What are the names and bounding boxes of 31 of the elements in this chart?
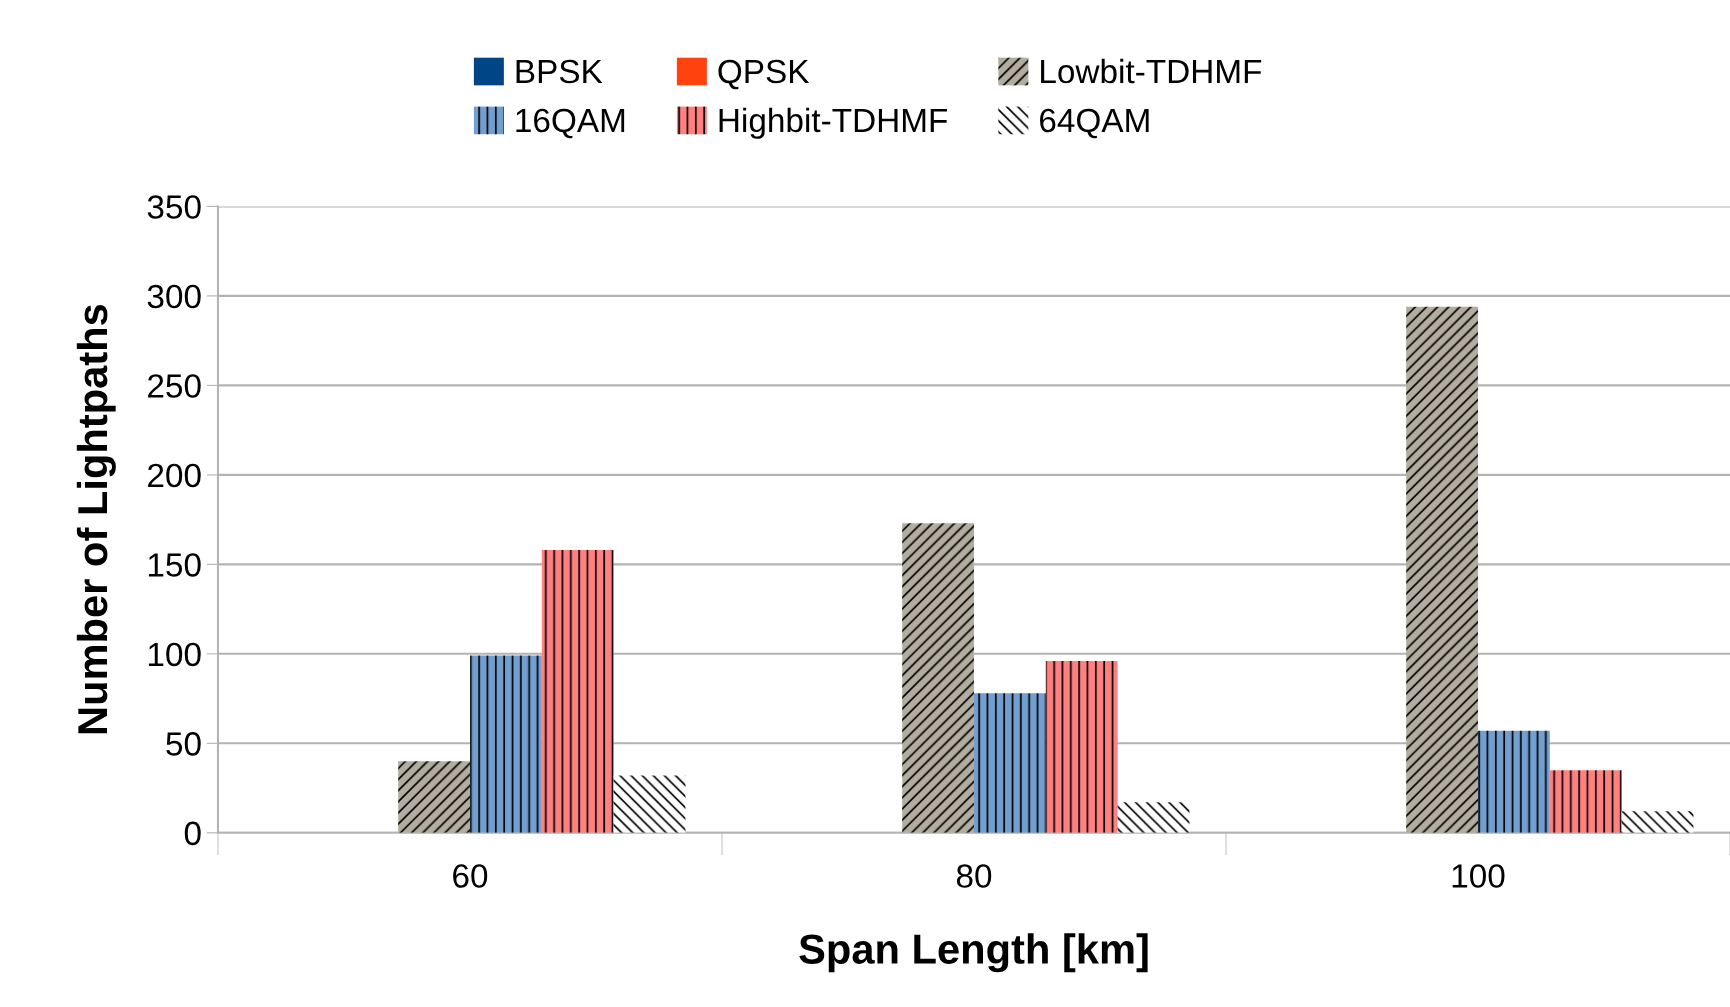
y-tick-label: 200 <box>148 463 201 488</box>
bar <box>469 655 542 833</box>
bar <box>1045 660 1118 833</box>
y-tick-label: 300 <box>147 284 201 309</box>
legend-label: BPSK <box>516 59 603 84</box>
legend-label: Lowbit-TDHMF <box>1041 58 1262 84</box>
y-tick-label: 150 <box>148 553 201 577</box>
legend-label: Highbit-TDHMF <box>719 107 948 139</box>
x-tick-label: 80 <box>956 864 992 888</box>
y-tick-label: 100 <box>148 642 201 667</box>
y-tick-label: 250 <box>148 374 201 398</box>
bar <box>1478 730 1550 833</box>
legend-label: QPSK <box>718 59 810 90</box>
bar <box>973 693 1046 833</box>
x-tick-label: 60 <box>453 864 488 888</box>
y-tick-label: 50 <box>166 732 201 756</box>
bar <box>902 523 974 833</box>
bar <box>1549 770 1622 833</box>
bar <box>1621 811 1694 833</box>
y-tick-label: 0 <box>184 821 201 846</box>
bar <box>398 761 470 833</box>
x-tick-label: 100 <box>1452 864 1505 888</box>
bar <box>1406 306 1478 833</box>
bar <box>613 775 686 833</box>
x-axis-title: Span Length [km] <box>799 933 1148 973</box>
y-tick-label: 350 <box>147 195 201 219</box>
legend-label: 16QAM <box>516 108 625 139</box>
bar <box>1117 802 1190 833</box>
bar <box>541 550 614 833</box>
y-axis-title: Number of Lightpaths <box>76 304 116 734</box>
legend-label: 64QAM <box>1040 108 1149 139</box>
